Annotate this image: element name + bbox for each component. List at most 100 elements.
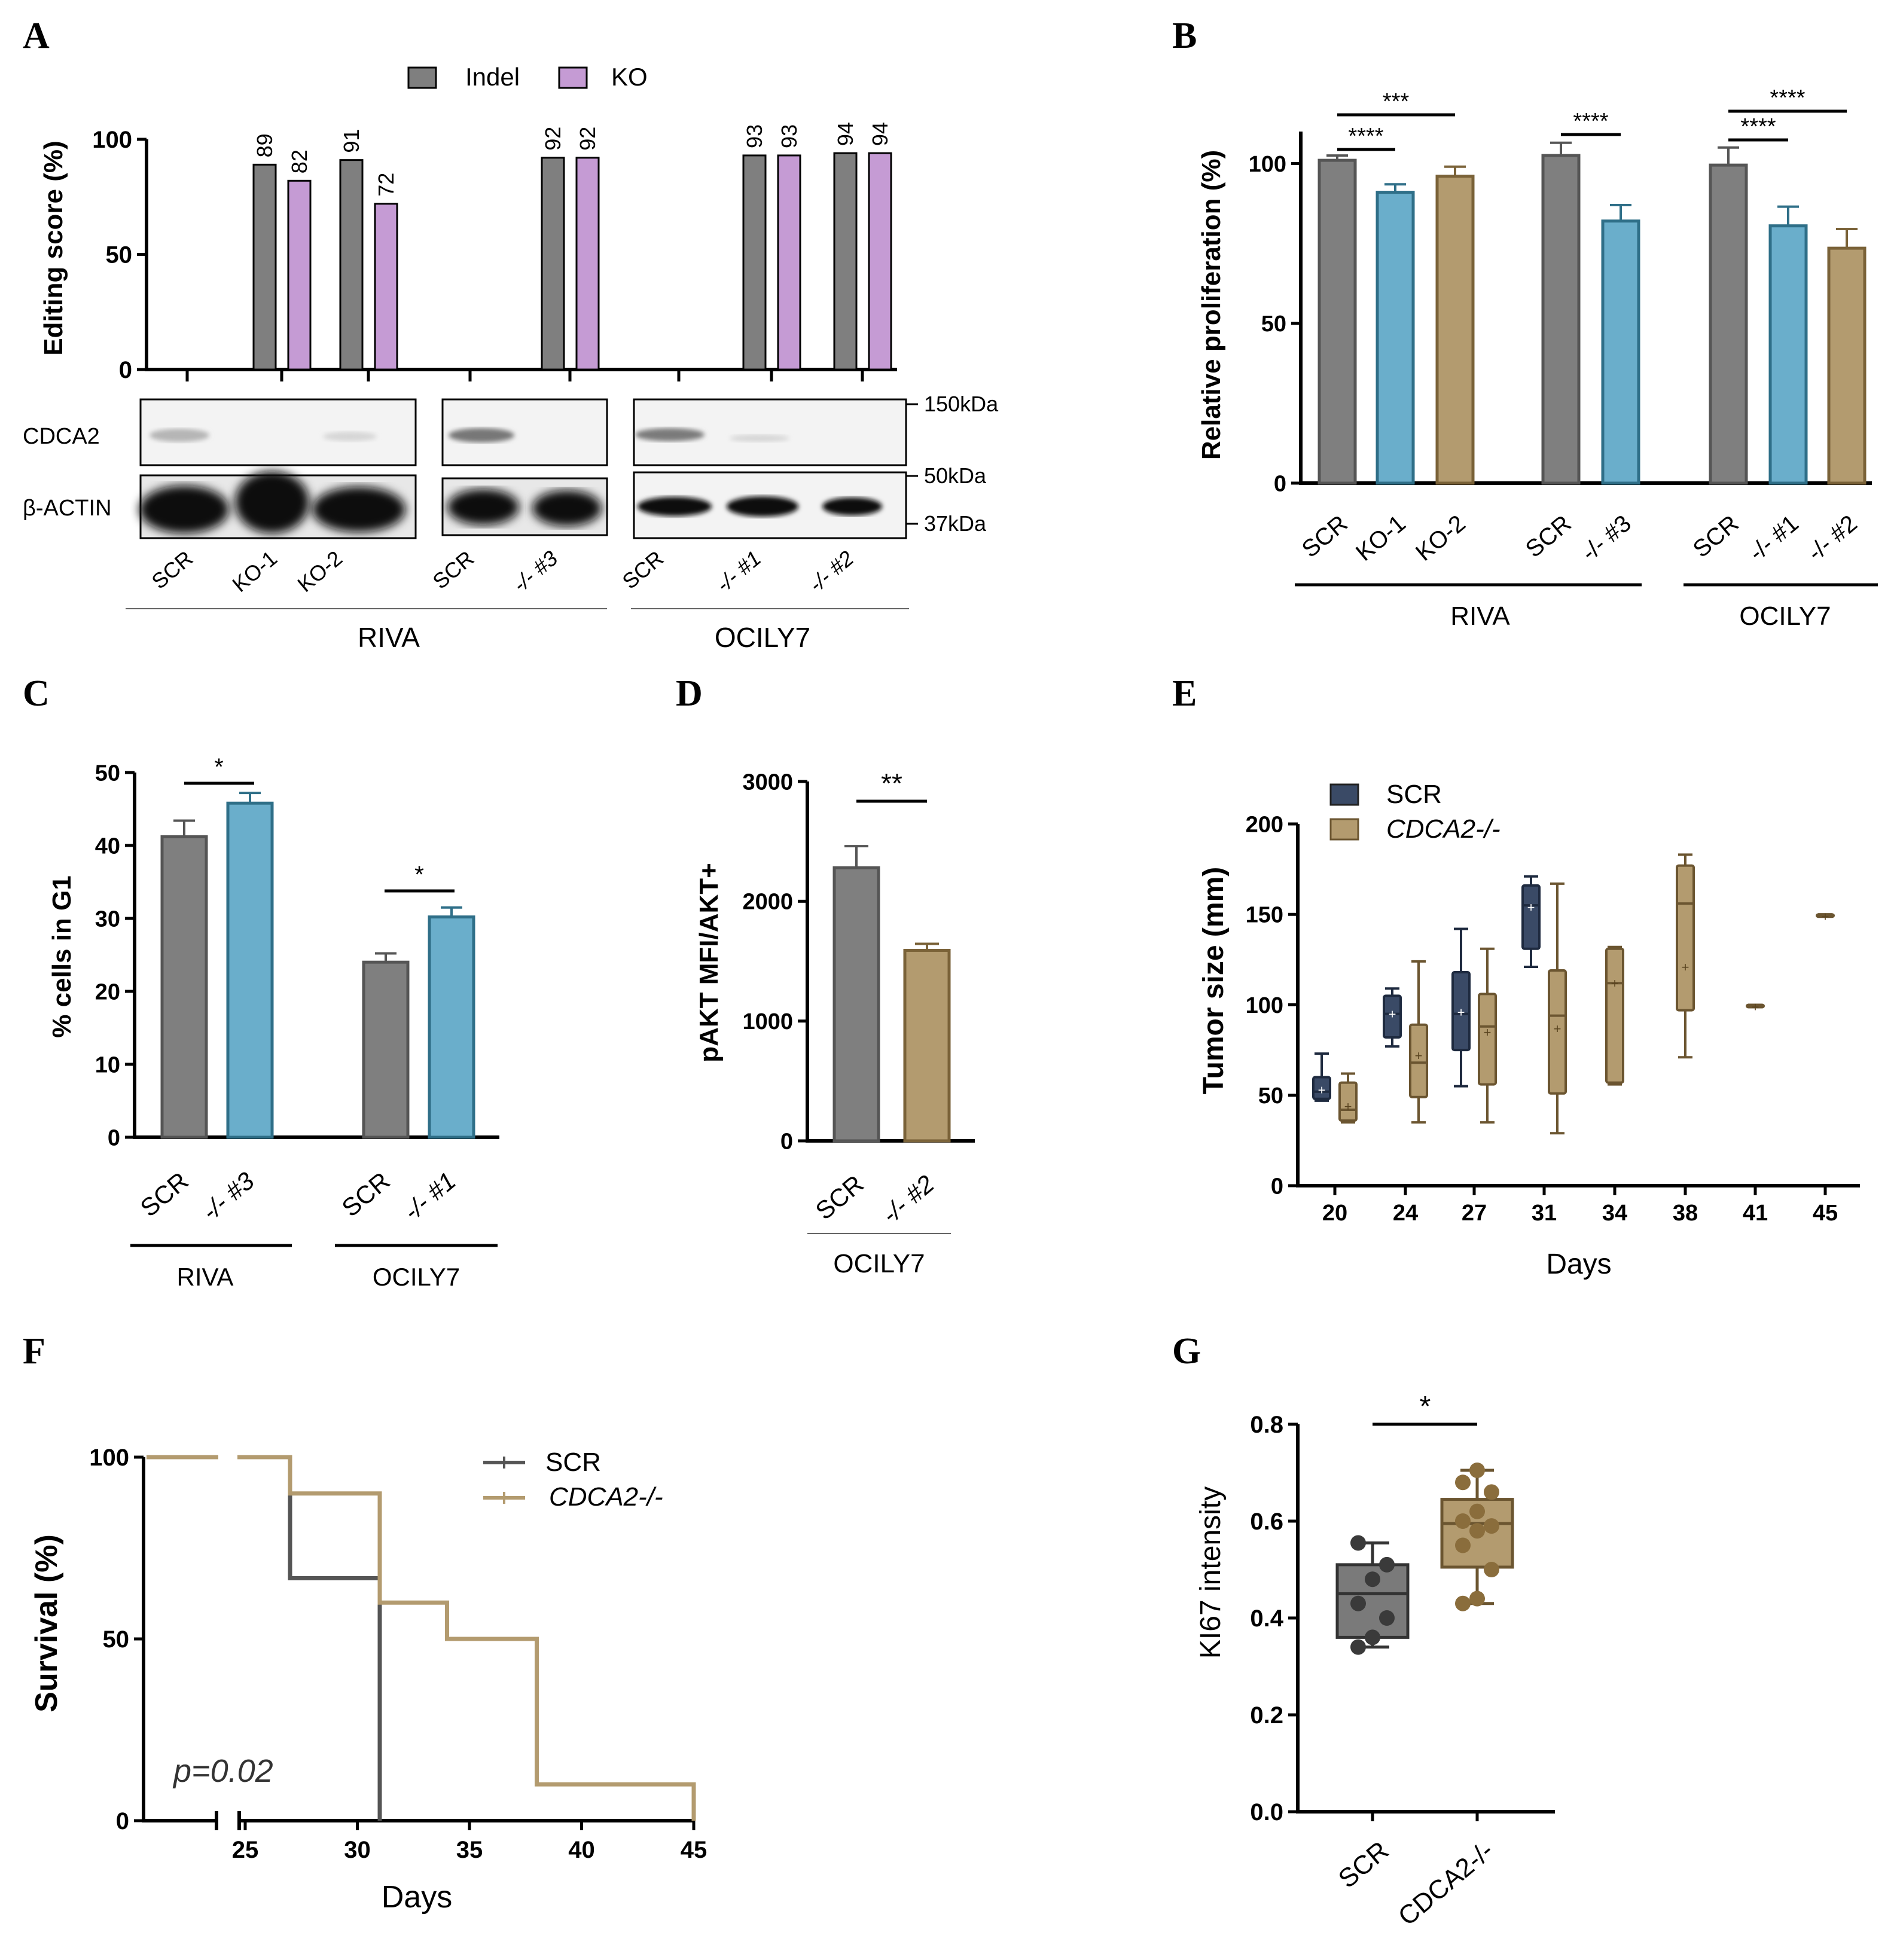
y-tick-label: 0 [1274, 471, 1286, 496]
data-point [1365, 1571, 1380, 1587]
box-1 [1338, 1081, 1358, 1122]
f-axes: 0 50 100 25 30 35 40 45 [89, 1445, 707, 1863]
sig-stars: **** [1348, 124, 1383, 149]
sig-stars: ** [881, 768, 902, 799]
y-tick-label: 1000 [742, 1009, 793, 1034]
legend-swatch-cdca2 [1329, 818, 1359, 841]
y-tick-label: 0 [116, 1808, 129, 1834]
x-tick-label: 24 [1393, 1201, 1418, 1226]
box-0 [1335, 1563, 1410, 1639]
y-tick-label: 2000 [742, 890, 793, 915]
data-label: 92 [575, 127, 600, 151]
y-tick-label: 50 [103, 1626, 130, 1653]
blot-band [532, 490, 602, 526]
x-tick-label: 38 [1673, 1201, 1698, 1226]
mean-marker: + [1457, 1005, 1465, 1020]
x-tick-label: SCR [1333, 1836, 1395, 1894]
data-point [1379, 1556, 1395, 1573]
blot-band [822, 497, 882, 515]
x-tick-label: SCR [1688, 510, 1744, 563]
legend-label-cdca2: CDCA2-/- [549, 1482, 663, 1512]
data-point [1365, 1629, 1380, 1645]
x-tick-label: KO-2 [1411, 510, 1471, 566]
western-blot: CDCA2 β-ACTIN 150kDa 50kDa 37kDa [23, 392, 999, 539]
marker-37kda: 37kDa [924, 511, 987, 536]
legend-swatch-indel [407, 66, 437, 89]
blot-cdca2-box3 [633, 398, 907, 466]
data-point [1469, 1462, 1485, 1478]
bar-ko [287, 179, 312, 371]
box-1 [1409, 1023, 1428, 1098]
data-point [1455, 1595, 1471, 1611]
box-0 [1451, 971, 1471, 1052]
mean-marker: + [1554, 1021, 1562, 1036]
panel-f: Survival (%) Days 0 50 100 25 30 35 40 45 SCR C… [29, 1445, 707, 1915]
panel-letter-b: B [1172, 16, 1197, 56]
x-tick-label: 40 [568, 1837, 595, 1863]
box-1 [1548, 969, 1567, 1095]
x-tick-label: -/- #3 [508, 546, 562, 597]
blot-band [150, 429, 209, 442]
x-tick-label: 20 [1322, 1201, 1347, 1226]
e-boxes: + + + + + + + + + + + + [1312, 853, 1835, 1135]
bar [428, 915, 475, 1139]
blot-band [727, 496, 798, 517]
y-tick-label: 10 [95, 1052, 120, 1077]
data-point [1350, 1595, 1366, 1611]
y-tick-label: 100 [1246, 993, 1283, 1018]
y-tick-label: 100 [89, 1445, 129, 1471]
box-0 [1383, 994, 1402, 1039]
blot-band [447, 489, 519, 525]
x-tick-label: 27 [1462, 1201, 1487, 1226]
box-0 [1521, 884, 1541, 950]
panel-letter-c: C [23, 673, 50, 714]
x-tick-label: SCR [1521, 510, 1576, 563]
bar [832, 866, 880, 1143]
x-tick-label: SCR [147, 546, 198, 594]
x-tick-label: CDCA2-/- [1393, 1836, 1499, 1931]
data-point [1455, 1474, 1471, 1491]
mean-marker: + [1611, 976, 1619, 991]
legend-label-ko: KO [611, 63, 648, 91]
bar [1827, 246, 1867, 485]
y-tick-label: 0.6 [1250, 1509, 1283, 1535]
y-tick-label: 0.2 [1250, 1702, 1283, 1729]
group-label-riva: RIVA [177, 1263, 234, 1291]
mean-marker: + [1752, 1000, 1759, 1015]
x-tick-label: SCR [618, 546, 669, 594]
legend-label-scr: SCR [1386, 780, 1442, 809]
y-tick-label: 0 [108, 1125, 120, 1150]
data-point [1469, 1590, 1485, 1607]
data-label: 89 [252, 133, 277, 157]
y-tick-label: 0.8 [1250, 1412, 1283, 1438]
y-tick-label: 3000 [742, 770, 793, 795]
y-tick-label: 50 [106, 242, 133, 268]
data-label: 72 [374, 173, 398, 197]
bar [903, 948, 951, 1143]
legend-label-indel: Indel [465, 63, 520, 91]
x-tick-label: 25 [232, 1837, 259, 1863]
legend-swatch-ko [558, 66, 588, 89]
g-boxes [1335, 1462, 1514, 1655]
x-tick-label: -/- #2 [876, 1170, 939, 1229]
bar-indel [339, 159, 364, 371]
y-axis-label: Relative proliferation (%) [1197, 150, 1226, 460]
blot-band [730, 435, 789, 442]
box-1 [1605, 947, 1624, 1084]
a-axes: 0 50 100 [92, 127, 897, 383]
x-tick-label: 45 [1813, 1201, 1838, 1226]
box-1 [1478, 993, 1497, 1086]
y-tick-label: 100 [92, 127, 132, 153]
y-axis-label: KI67 intensity [1195, 1486, 1227, 1659]
y-tick-label: 40 [95, 834, 120, 859]
data-point [1484, 1518, 1499, 1534]
c-lane-labels: SCR -/- #3 SCR -/- #1 [135, 1167, 461, 1226]
group-label-ocily7: OCILY7 [715, 622, 810, 653]
d-axes: 0 1000 2000 3000 [742, 770, 975, 1154]
mean-marker: + [1415, 1048, 1423, 1063]
y-tick-label: 30 [95, 906, 120, 932]
y-tick-label: 0.4 [1250, 1605, 1283, 1632]
data-point [1484, 1484, 1499, 1500]
